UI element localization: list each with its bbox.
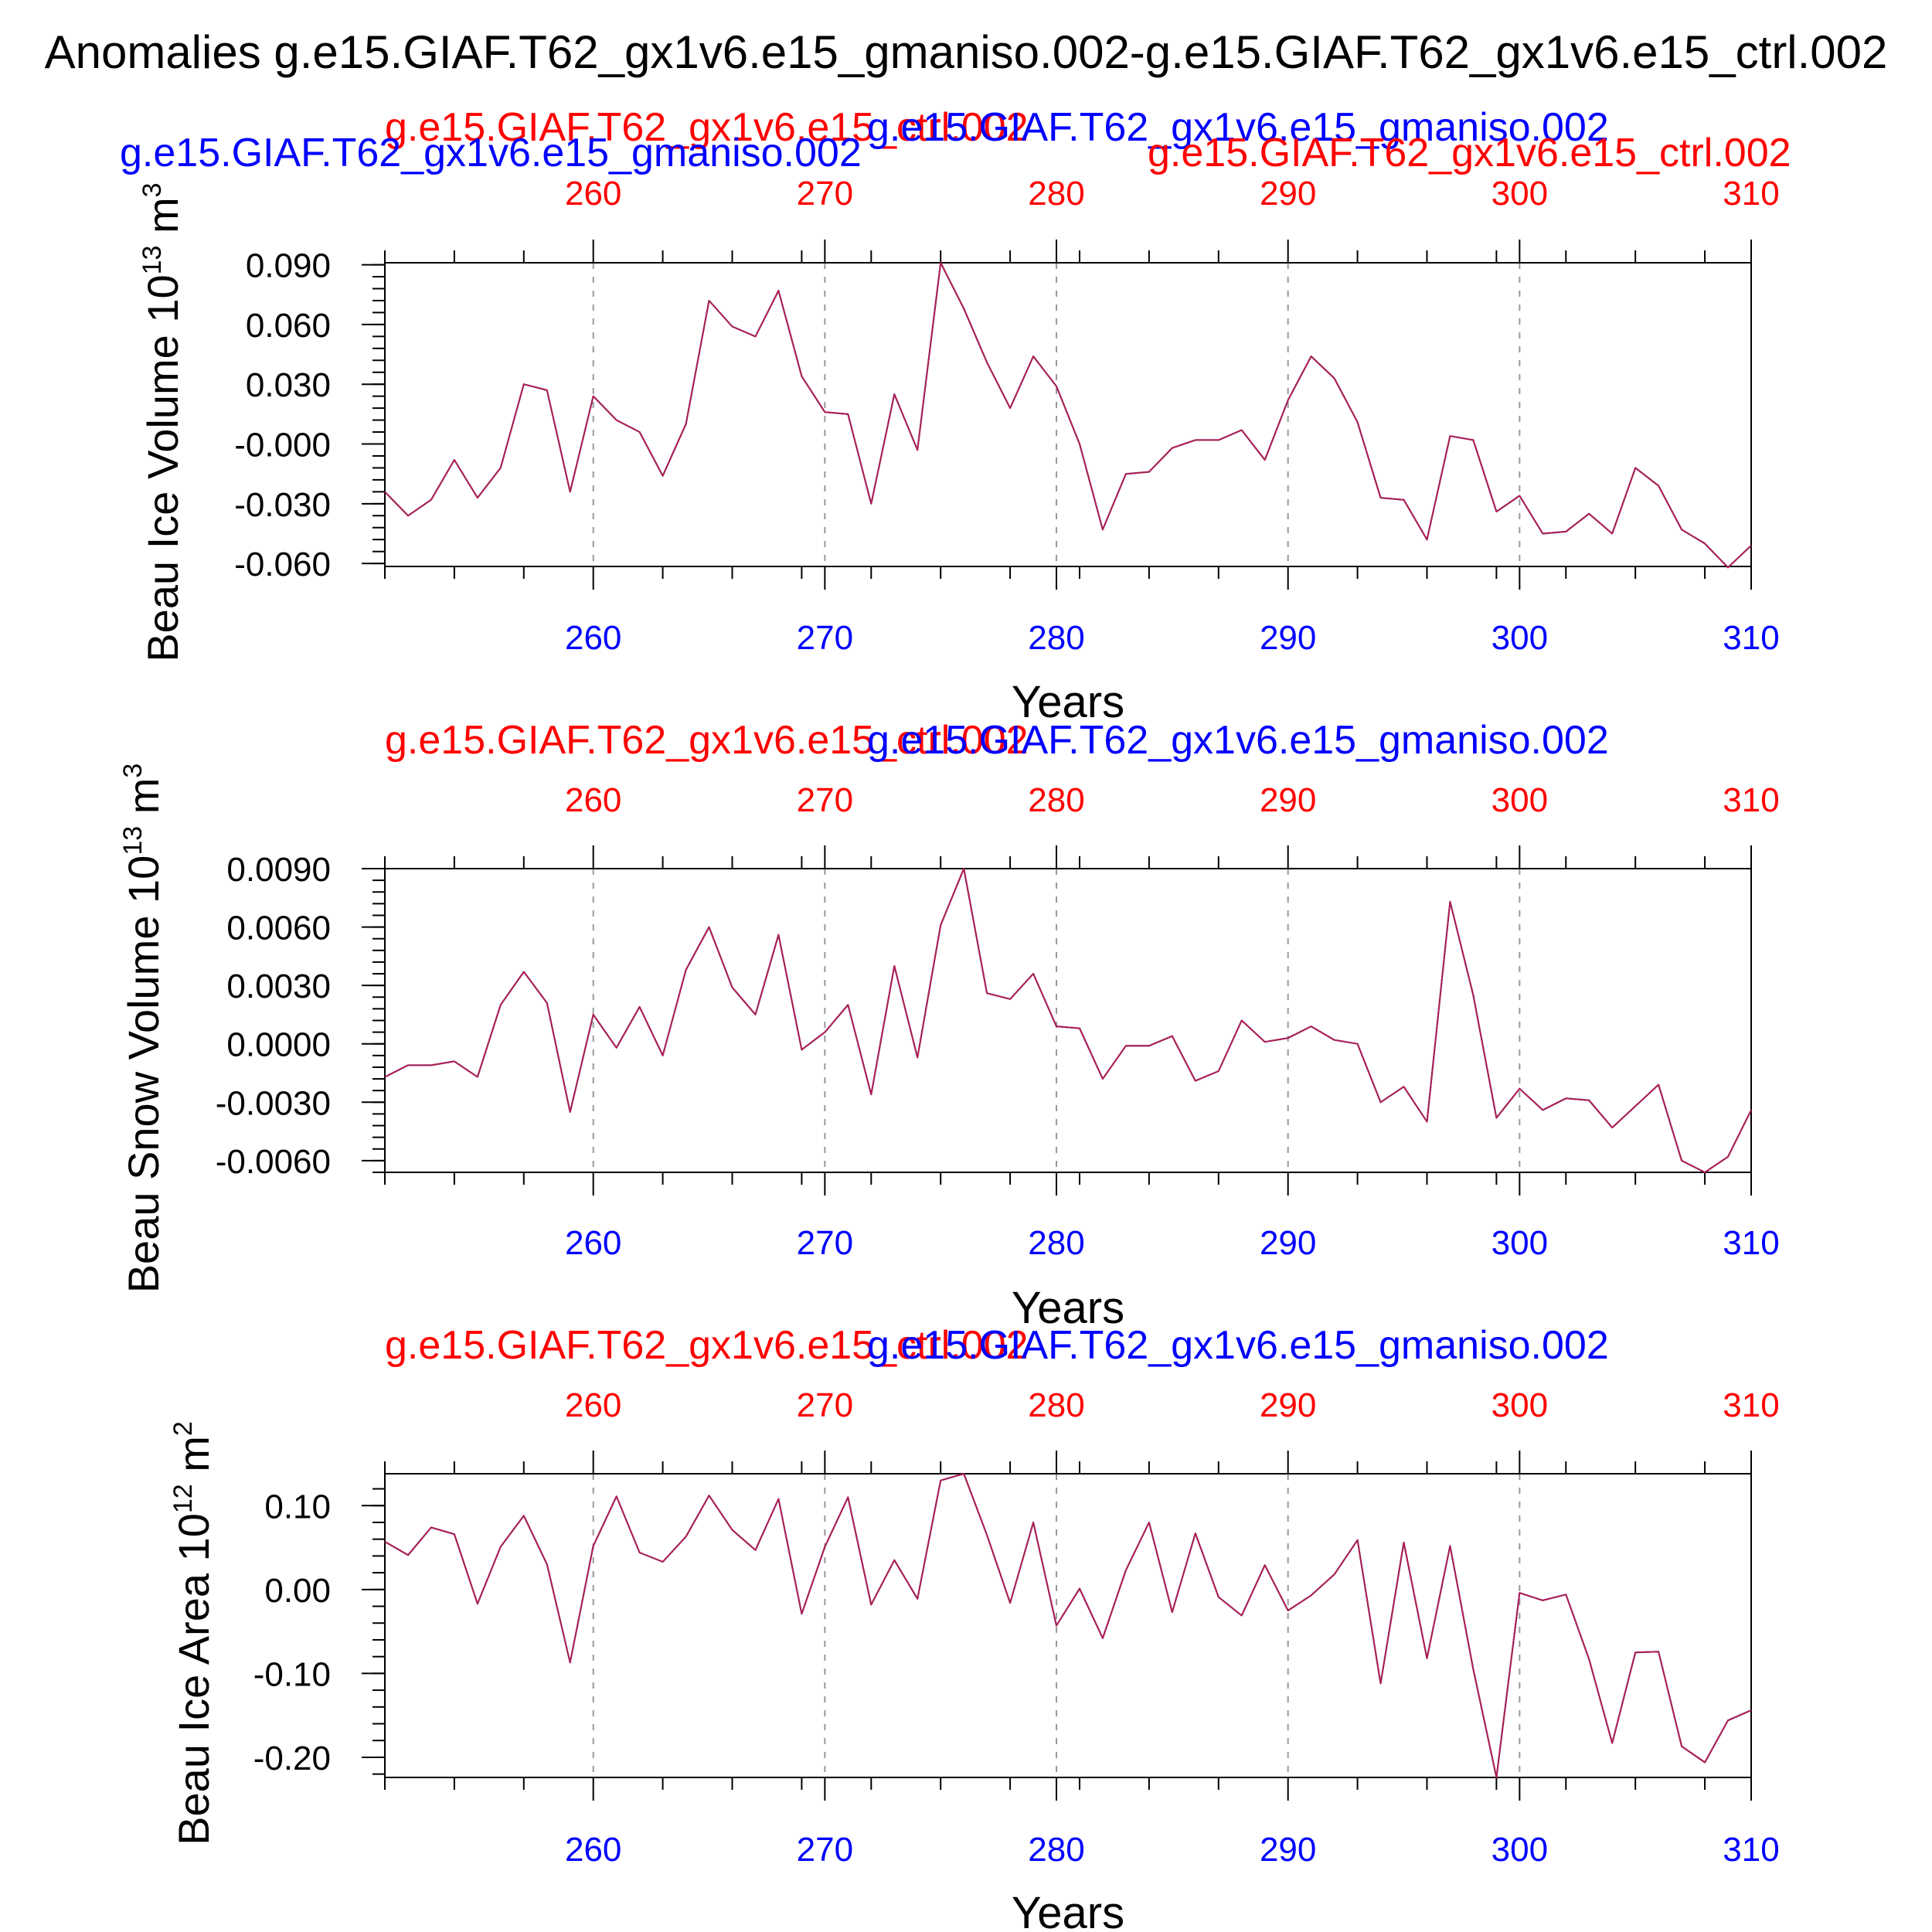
panel-1: g.e15.GIAF.T62_gx1v6.e15_ctrl.002g.e15.G…	[120, 105, 1791, 727]
bottom-tick-label: 280	[1028, 1224, 1084, 1262]
top-label-blue: g.e15.GIAF.T62_gx1v6.e15_gmaniso.002	[867, 105, 1609, 150]
top-tick-label: 300	[1492, 175, 1548, 213]
series-line-ctrl	[384, 868, 1752, 1173]
bottom-tick-label: 310	[1723, 1831, 1779, 1869]
y-tick-label: -0.10	[253, 1655, 331, 1693]
bottom-tick-label: 260	[565, 1831, 621, 1869]
top-tick-label: 290	[1260, 1386, 1316, 1424]
top-label-blue-2: g.e15.GIAF.T62_gx1v6.e15_gmaniso.002	[120, 131, 862, 175]
y-tick-label: 0.030	[246, 366, 331, 404]
top-tick-label: 310	[1723, 175, 1779, 213]
y-tick-label: -0.030	[234, 486, 331, 524]
top-tick-label: 280	[1028, 781, 1084, 819]
bottom-tick-label: 300	[1492, 1831, 1548, 1869]
top-tick-label: 280	[1028, 175, 1084, 213]
bottom-tick-label: 280	[1028, 1831, 1084, 1869]
top-tick-label: 300	[1492, 781, 1548, 819]
series-line-ctrl	[384, 1473, 1752, 1778]
series-line-gmaniso	[384, 1473, 1752, 1778]
top-label-red: g.e15.GIAF.T62_gx1v6.e15_ctrl.002	[385, 718, 1029, 763]
y-tick-label: -0.20	[253, 1740, 331, 1777]
y-tick-label: -0.0030	[216, 1084, 331, 1122]
top-label-red: g.e15.GIAF.T62_gx1v6.e15_ctrl.002	[385, 1323, 1029, 1368]
top-label-blue: g.e15.GIAF.T62_gx1v6.e15_gmaniso.002	[867, 718, 1609, 763]
bottom-tick-label: 300	[1492, 619, 1548, 657]
top-tick-label: 300	[1492, 1386, 1548, 1424]
top-tick-label: 260	[565, 175, 621, 213]
top-tick-label: 270	[797, 1386, 853, 1424]
main-title: Anomalies g.e15.GIAF.T62_gx1v6.e15_gmani…	[45, 26, 1888, 78]
y-tick-label: 0.00	[264, 1572, 331, 1610]
bottom-tick-label: 270	[797, 619, 853, 657]
panel-2: g.e15.GIAF.T62_gx1v6.e15_ctrl.002g.e15.G…	[118, 718, 1780, 1333]
top-tick-label: 260	[565, 781, 621, 819]
y-axis-label: Beau Ice Volume 1013 m3	[138, 182, 187, 662]
panel-3: g.e15.GIAF.T62_gx1v6.e15_ctrl.002g.e15.G…	[168, 1323, 1780, 1932]
y-axis-label: Beau Snow Volume 1013 m3	[118, 764, 168, 1294]
bottom-tick-label: 280	[1028, 619, 1084, 657]
top-tick-label: 270	[797, 781, 853, 819]
plot-frame	[384, 868, 1752, 1173]
y-tick-label: -0.060	[234, 546, 331, 583]
bottom-tick-label: 310	[1723, 619, 1779, 657]
top-tick-label: 260	[565, 1386, 621, 1424]
bottom-tick-label: 270	[797, 1831, 853, 1869]
bottom-tick-label: 290	[1260, 1224, 1316, 1262]
y-tick-label: 0.0030	[226, 968, 331, 1005]
bottom-tick-label: 260	[565, 1224, 621, 1262]
plot-frame	[384, 1473, 1752, 1778]
y-tick-label: 0.0060	[226, 910, 331, 947]
top-label-red-2: g.e15.GIAF.T62_gx1v6.e15_ctrl.002	[1148, 131, 1791, 175]
x-axis-label: Years	[1012, 1888, 1124, 1932]
y-tick-label: -0.000	[234, 427, 331, 464]
panels-group: g.e15.GIAF.T62_gx1v6.e15_ctrl.002g.e15.G…	[118, 105, 1791, 1932]
top-tick-label: 310	[1723, 1386, 1779, 1424]
x-axis-label: Years	[1012, 1283, 1124, 1333]
y-tick-label: 0.0000	[226, 1026, 331, 1064]
top-tick-label: 290	[1260, 175, 1316, 213]
y-tick-label: 0.090	[246, 247, 331, 285]
bottom-tick-label: 290	[1260, 619, 1316, 657]
top-label-blue: g.e15.GIAF.T62_gx1v6.e15_gmaniso.002	[867, 1323, 1609, 1368]
top-label-red: g.e15.GIAF.T62_gx1v6.e15_ctrl.002	[385, 105, 1029, 150]
x-axis-label: Years	[1012, 677, 1124, 727]
series-line-ctrl	[384, 262, 1752, 569]
y-tick-label: 0.0090	[226, 851, 331, 889]
y-tick-label: 0.060	[246, 307, 331, 345]
top-tick-label: 290	[1260, 781, 1316, 819]
bottom-tick-label: 310	[1723, 1224, 1779, 1262]
y-tick-label: 0.10	[264, 1488, 331, 1526]
top-tick-label: 270	[797, 175, 853, 213]
y-axis-label: Beau Ice Area 1012 m2	[168, 1421, 218, 1845]
y-tick-label: -0.0060	[216, 1143, 331, 1181]
bottom-tick-label: 260	[565, 619, 621, 657]
bottom-tick-label: 290	[1260, 1831, 1316, 1869]
top-tick-label: 310	[1723, 781, 1779, 819]
bottom-tick-label: 300	[1492, 1224, 1548, 1262]
series-line-gmaniso	[384, 868, 1752, 1173]
bottom-tick-label: 270	[797, 1224, 853, 1262]
top-tick-label: 280	[1028, 1386, 1084, 1424]
plot-frame	[384, 262, 1752, 567]
